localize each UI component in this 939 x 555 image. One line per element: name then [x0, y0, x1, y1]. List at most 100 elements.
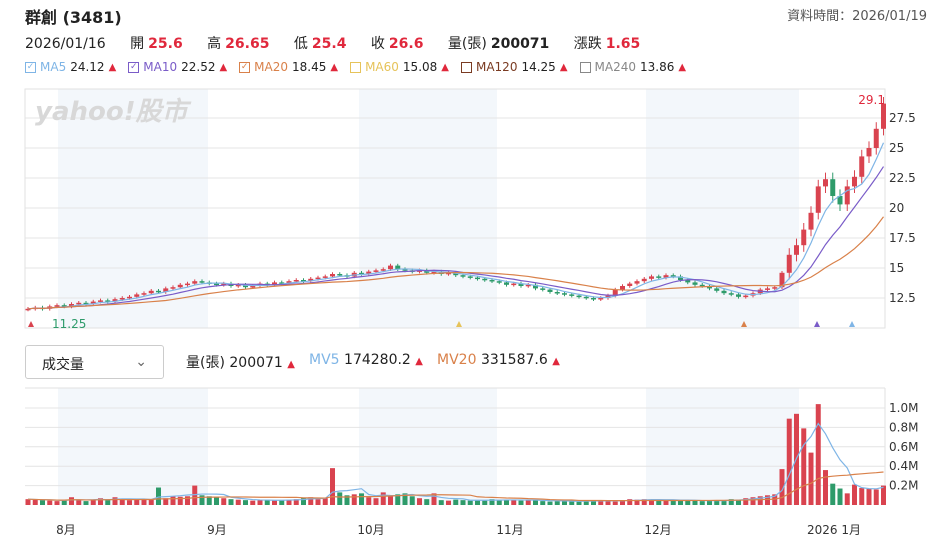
candle	[388, 265, 393, 270]
candle	[794, 245, 799, 255]
volume-bar	[417, 498, 422, 505]
date: 2026/01/16	[25, 36, 106, 52]
candle	[728, 293, 734, 295]
candle	[402, 269, 408, 271]
max-price-label: 29.1	[858, 93, 885, 107]
volume-bar	[235, 499, 241, 505]
indicator-dropdown[interactable]: 成交量 ⌄	[25, 345, 164, 379]
volume-bar	[76, 500, 82, 505]
low-value: 25.4	[311, 36, 347, 52]
volume-bar	[649, 499, 654, 505]
volume-bar	[170, 496, 176, 505]
volume-bar	[156, 487, 161, 505]
candle	[69, 304, 74, 307]
candle	[446, 272, 451, 275]
candle	[866, 148, 872, 157]
volume-bar	[598, 500, 604, 505]
candle	[359, 272, 364, 275]
open-value: 25.6	[148, 36, 183, 52]
ma-toggle-ma20[interactable]: ✓ MA20 18.45 ▲	[239, 60, 338, 74]
checkbox-icon[interactable]: ✓	[128, 61, 140, 73]
candle	[699, 284, 705, 287]
checkbox-icon[interactable]	[579, 61, 591, 73]
up-arrow-icon: ▲	[441, 61, 449, 73]
candle	[830, 179, 836, 196]
ma-toggle-ma240[interactable]: MA240 13.86 ▲	[579, 60, 686, 74]
close-label: 收	[370, 36, 385, 52]
x-tick-label: 2026 1月	[807, 523, 861, 537]
volume-bar	[228, 499, 234, 505]
ma10-line	[27, 166, 884, 310]
ma-toggle-ma60[interactable]: MA60 15.08 ▲	[350, 60, 449, 74]
candle	[765, 288, 770, 290]
checkbox-icon[interactable]: ✓	[25, 61, 36, 73]
ma-toggle-ma120[interactable]: MA120 14.25 ▲	[460, 60, 568, 74]
ma-value: 18.45	[292, 60, 327, 74]
candle	[475, 277, 480, 280]
volume-bar	[199, 495, 205, 505]
volume-bar	[736, 499, 741, 505]
x-tick-label: 12月	[644, 523, 671, 537]
volume-bar	[90, 500, 96, 505]
volume-bar	[779, 469, 785, 505]
volume-bar	[692, 500, 698, 505]
candle	[83, 302, 89, 305]
ma-toggle-ma10[interactable]: ✓ MA10 22.52 ▲	[128, 60, 227, 74]
candle	[482, 278, 488, 281]
volume-chart: 0.2M 0.4M 0.6M 0.8M 1.0M 8月 9月 10月 11月 12月 2026 1月	[25, 387, 918, 537]
ma-value: 24.12	[70, 60, 105, 74]
vol-legend: 量(張) 200071 ▲	[186, 355, 295, 371]
volume-bar	[402, 493, 408, 505]
volume-bar	[272, 500, 277, 505]
volume-bar	[852, 484, 857, 505]
chevron-down-icon: ⌄	[135, 354, 147, 370]
candle	[808, 212, 814, 230]
candle	[656, 276, 662, 278]
volume-bar	[409, 496, 415, 505]
price-chart: 12.5 15 17.5 20 22.5 25 27.5 yahoo!股市 29.1 11.25	[24, 88, 916, 331]
candle	[105, 300, 111, 302]
candle	[301, 280, 306, 282]
candle	[721, 290, 727, 294]
volume-bar	[612, 501, 618, 505]
y-tick-label: 17.5	[889, 231, 916, 245]
candle	[772, 287, 778, 289]
candle	[61, 305, 67, 307]
checkbox-icon[interactable]	[460, 61, 472, 73]
checkbox-icon[interactable]	[350, 61, 362, 73]
volume-bar	[670, 500, 676, 505]
data-time: 資料時間：2026/01/19	[787, 9, 927, 24]
y-tick-label: 0.4M	[889, 459, 918, 473]
volume-bar	[540, 501, 546, 505]
candle	[192, 281, 198, 284]
stock-title: 群創 (3481)	[25, 8, 122, 27]
candle	[272, 282, 277, 285]
candle	[395, 265, 401, 270]
volume-bar	[627, 499, 633, 505]
volume-bar	[837, 488, 843, 505]
candle	[837, 196, 843, 205]
ma-toggle-ma5[interactable]: ✓ MA5 24.12 ▲	[25, 60, 116, 74]
change-label: 漲跌	[573, 36, 602, 52]
candle	[685, 280, 691, 283]
volume-bar	[533, 500, 538, 505]
ma-value: 22.52	[181, 60, 216, 74]
volume-bar	[569, 501, 575, 505]
volume-bar	[786, 418, 792, 505]
volume-value: 200071	[490, 36, 550, 52]
candle	[663, 275, 669, 278]
volume-bar	[562, 500, 567, 505]
candle	[134, 294, 140, 297]
candle	[823, 179, 828, 187]
candle	[736, 294, 741, 297]
volume-bar	[511, 500, 517, 505]
volume-bar	[192, 485, 198, 505]
checkbox-icon[interactable]: ✓	[239, 61, 251, 73]
volume-bar	[257, 500, 263, 505]
candle	[221, 283, 227, 286]
candle	[562, 293, 567, 295]
volume-bar	[40, 500, 45, 505]
candle	[518, 283, 524, 286]
candle	[98, 300, 103, 302]
mv20-line	[27, 471, 884, 502]
